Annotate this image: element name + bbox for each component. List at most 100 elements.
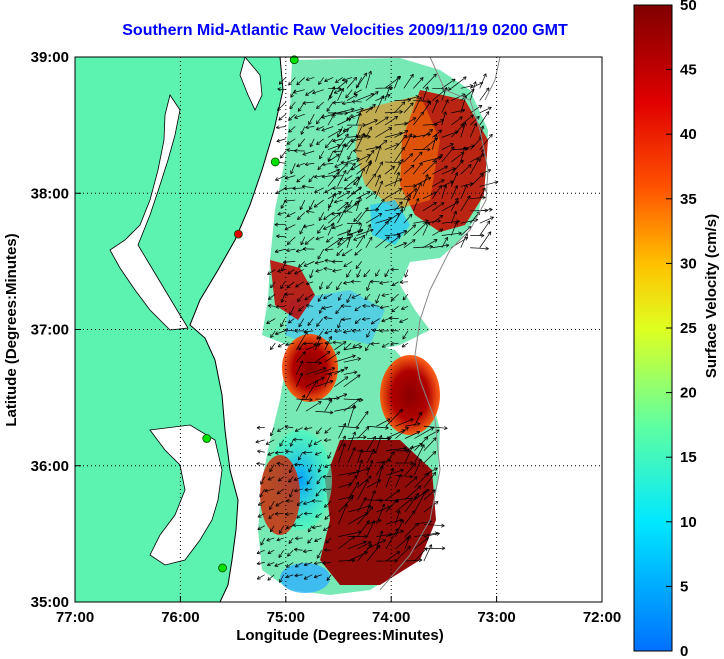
velocity-vector [295, 281, 304, 288]
velocity-vector [375, 174, 381, 187]
velocity-vector [337, 107, 355, 114]
velocity-vector [441, 236, 448, 248]
velocity-vector [305, 401, 322, 412]
velocity-vector [315, 488, 322, 497]
velocity-vector [267, 549, 275, 554]
velocity-vector [362, 317, 371, 322]
velocity-vector [399, 318, 409, 323]
velocity-vector [370, 303, 380, 308]
velocity-vector [371, 328, 380, 333]
velocity-vector [347, 474, 358, 488]
velocity-vector [305, 303, 314, 308]
velocity-vector [353, 236, 362, 241]
velocity-vector [337, 133, 349, 150]
velocity-vector [441, 111, 447, 126]
velocity-vector [375, 198, 385, 212]
velocity-vector [335, 77, 343, 83]
velocity-vector [385, 468, 404, 476]
velocity-vector [413, 162, 423, 175]
velocity-vector [337, 293, 342, 301]
velocity-vector [460, 195, 471, 212]
velocity-vector [316, 550, 322, 559]
velocity-vector [375, 139, 388, 150]
velocity-vector [279, 439, 284, 447]
velocity-vector [479, 187, 486, 199]
velocity-vector [422, 201, 437, 212]
velocity-vector [385, 408, 403, 427]
velocity-vector [298, 138, 306, 148]
velocity-vector [423, 531, 440, 537]
velocity-vector [256, 549, 265, 555]
velocity-vector [343, 357, 361, 363]
velocity-vector [267, 303, 276, 308]
velocity-vector [337, 170, 347, 187]
plot-frame [74, 56, 603, 603]
velocity-vector [294, 573, 303, 578]
velocity-vector [404, 269, 409, 278]
velocity-vector [403, 213, 413, 224]
velocity-vector [322, 561, 332, 565]
y-tick-label: 38:00 [31, 185, 69, 202]
velocity-vector [460, 121, 467, 138]
velocity-vector [470, 115, 480, 126]
velocity-vector [354, 306, 361, 312]
velocity-vector [279, 574, 284, 583]
velocity-vector [460, 84, 474, 89]
region-hatteras-east [380, 355, 440, 435]
velocity-vector [267, 269, 276, 275]
velocity-vector [450, 221, 458, 236]
x-tick-label: 72:00 [583, 609, 621, 626]
y-tick-label: 36:00 [31, 458, 69, 475]
velocity-vector [332, 100, 343, 105]
velocity-vector [303, 511, 313, 516]
velocity-vector [323, 525, 332, 532]
velocity-vector [313, 174, 324, 179]
velocity-vector [294, 547, 303, 552]
velocity-vector [394, 101, 406, 114]
velocity-vector [376, 418, 391, 427]
velocity-vector [331, 224, 343, 230]
velocity-vector [384, 116, 399, 126]
velocity-vector [313, 439, 322, 445]
velocity-vector [422, 129, 433, 138]
velocity-vector [395, 537, 410, 550]
region-mid-red [270, 260, 315, 320]
velocity-vector [259, 488, 266, 498]
velocity-vector [357, 506, 374, 525]
velocity-vector [318, 306, 324, 314]
velocity-vector [451, 159, 464, 175]
velocity-vector [278, 113, 287, 121]
velocity-vector [353, 175, 362, 186]
velocity-vector [413, 77, 424, 89]
velocity-vector [324, 187, 334, 194]
velocity-vector [450, 197, 459, 212]
velocity-vector [294, 462, 303, 467]
velocity-vector [296, 397, 313, 402]
velocity-vector [288, 464, 294, 474]
velocity-vector [340, 304, 352, 308]
velocity-vector [460, 114, 474, 126]
velocity-vector [394, 75, 401, 89]
velocity-vector [403, 188, 418, 199]
velocity-vector [319, 150, 325, 160]
velocity-vector [321, 113, 334, 119]
velocity-vector [307, 525, 313, 533]
velocity-vector [395, 461, 414, 466]
velocity-vector [343, 374, 361, 388]
velocity-vector [366, 490, 376, 513]
velocity-vector [432, 87, 452, 92]
delaware-bay [239, 57, 263, 111]
velocity-vector [376, 458, 392, 464]
velocity-vector [326, 101, 334, 112]
velocity-vector [325, 537, 332, 544]
velocity-vector [432, 154, 444, 163]
velocity-vector [314, 537, 322, 542]
velocity-vector [384, 178, 403, 187]
velocity-vector [304, 487, 313, 492]
velocity-vector [324, 398, 333, 412]
velocity-vector [269, 464, 275, 473]
velocity-vector [343, 345, 363, 351]
velocity-vector [365, 223, 372, 236]
velocity-vector [338, 425, 360, 430]
velocity-vector [344, 138, 353, 148]
